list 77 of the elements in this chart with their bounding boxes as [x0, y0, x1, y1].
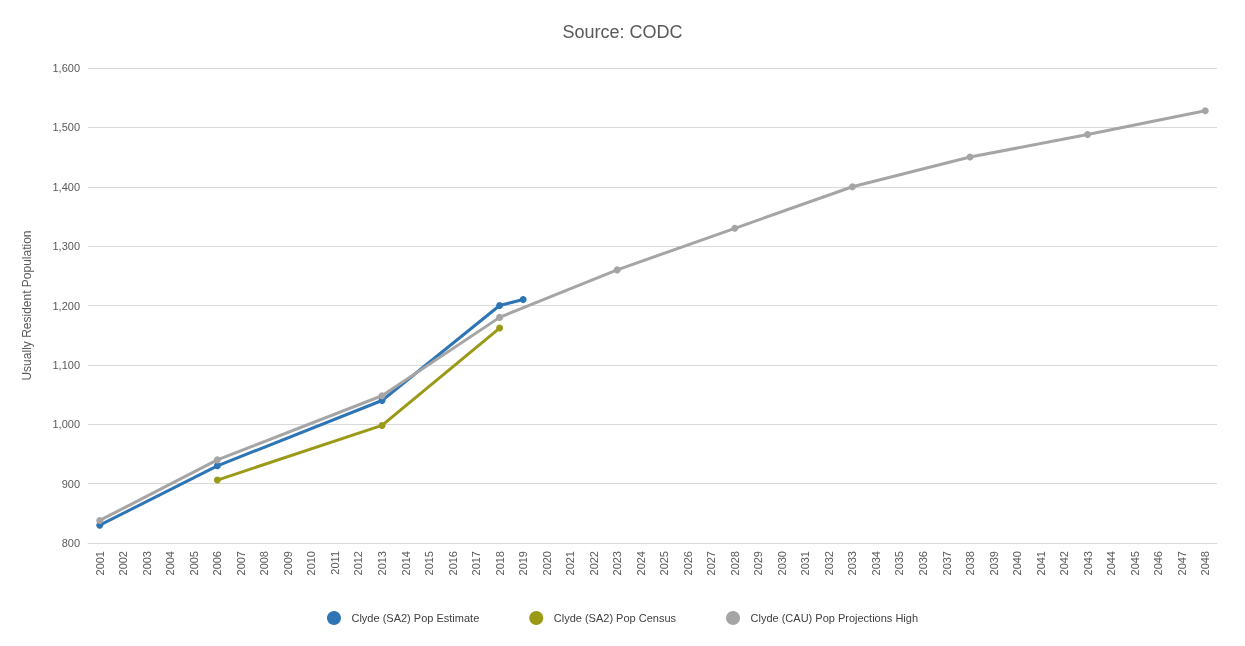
x-tick-label: 2008 [258, 551, 271, 576]
x-tick-label: 2039 [987, 551, 1000, 576]
x-tick-label: 2031 [799, 551, 812, 576]
point [213, 462, 221, 470]
x-tick-label: 2011 [328, 551, 341, 575]
legend-label: Clyde (SA2) Pop Census [553, 612, 677, 624]
x-tick-label: 2034 [869, 551, 882, 576]
x-tick-label: 2035 [893, 551, 906, 576]
chart-title: Source: CODC [562, 22, 683, 42]
point [731, 224, 739, 232]
x-tick-label: 2036 [916, 551, 929, 576]
x-tick-label: 2043 [1081, 551, 1094, 576]
x-tick-label: 2047 [1175, 551, 1188, 576]
x-tick-label: 2046 [1152, 551, 1165, 576]
x-tick-label: 2017 [470, 551, 483, 576]
x-tick-label: 2009 [281, 551, 294, 576]
x-tick-label: 2048 [1199, 551, 1212, 576]
point [496, 324, 504, 332]
x-tick-label: 2015 [423, 551, 436, 576]
x-tick-label: 2027 [705, 551, 718, 576]
x-tick-label: 2021 [564, 551, 577, 576]
x-tick-label: 2019 [517, 551, 530, 576]
x-tick-label: 2003 [140, 551, 153, 576]
x-tick-label: 2013 [376, 551, 389, 576]
point [1201, 107, 1209, 115]
y-tick-label: 1,200 [52, 299, 80, 312]
y-tick-label: 1,300 [52, 240, 80, 253]
y-tick-label: 1,600 [52, 62, 80, 74]
point [519, 296, 527, 304]
point [613, 266, 621, 274]
point [1084, 131, 1092, 138]
point [213, 456, 221, 464]
x-tick-label: 2037 [940, 551, 953, 576]
point [96, 516, 104, 524]
x-tick-label: 2025 [658, 551, 671, 576]
point [848, 183, 856, 191]
x-tick-label: 2012 [352, 551, 365, 576]
point [213, 476, 221, 484]
x-tick-label: 2042 [1058, 551, 1071, 576]
x-tick-label: 2023 [611, 551, 624, 576]
x-tick-label: 2026 [681, 551, 694, 576]
point [496, 313, 504, 321]
x-tick-label: 2040 [1011, 551, 1024, 576]
x-tick-label: 2045 [1128, 551, 1141, 576]
x-tick-label: 2004 [164, 551, 177, 576]
y-axis-title: Usually Resident Population [20, 230, 34, 381]
x-tick-label: 2016 [446, 551, 459, 576]
x-tick-label: 2030 [775, 551, 788, 576]
x-tick-label: 2029 [752, 551, 765, 576]
x-tick-label: 2022 [587, 551, 600, 576]
y-tick-label: 1,500 [52, 121, 80, 134]
point [378, 392, 386, 400]
x-tick-label: 2032 [822, 551, 835, 576]
x-tick-label: 2001 [93, 551, 106, 576]
x-tick-label: 2005 [187, 551, 200, 576]
x-tick-label: 2018 [493, 551, 506, 576]
x-tick-label: 2006 [211, 551, 224, 576]
x-tick-label: 2007 [234, 551, 247, 576]
x-tick-label: 2010 [305, 551, 318, 576]
x-tick-label: 2033 [846, 551, 859, 576]
y-tick-label: 900 [61, 477, 80, 490]
y-tick-label: 1,100 [52, 358, 80, 371]
x-tick-label: 2024 [634, 551, 647, 576]
point [378, 421, 386, 429]
y-tick-label: 1,400 [52, 180, 80, 193]
legend-label: Clyde (CAU) Pop Projections High [750, 612, 919, 624]
x-tick-label: 2038 [964, 551, 977, 576]
y-tick-label: 800 [61, 537, 80, 549]
x-tick-label: 2014 [399, 551, 412, 576]
legend-label: Clyde (SA2) Pop Estimate [351, 612, 480, 624]
x-tick-label: 2044 [1105, 551, 1118, 576]
x-tick-label: 2020 [540, 551, 553, 576]
point [496, 302, 504, 309]
x-tick-label: 2028 [728, 551, 741, 576]
y-tick-label: 1,000 [52, 418, 80, 431]
x-tick-label: 2002 [117, 551, 130, 576]
x-tick-label: 2041 [1034, 551, 1047, 576]
